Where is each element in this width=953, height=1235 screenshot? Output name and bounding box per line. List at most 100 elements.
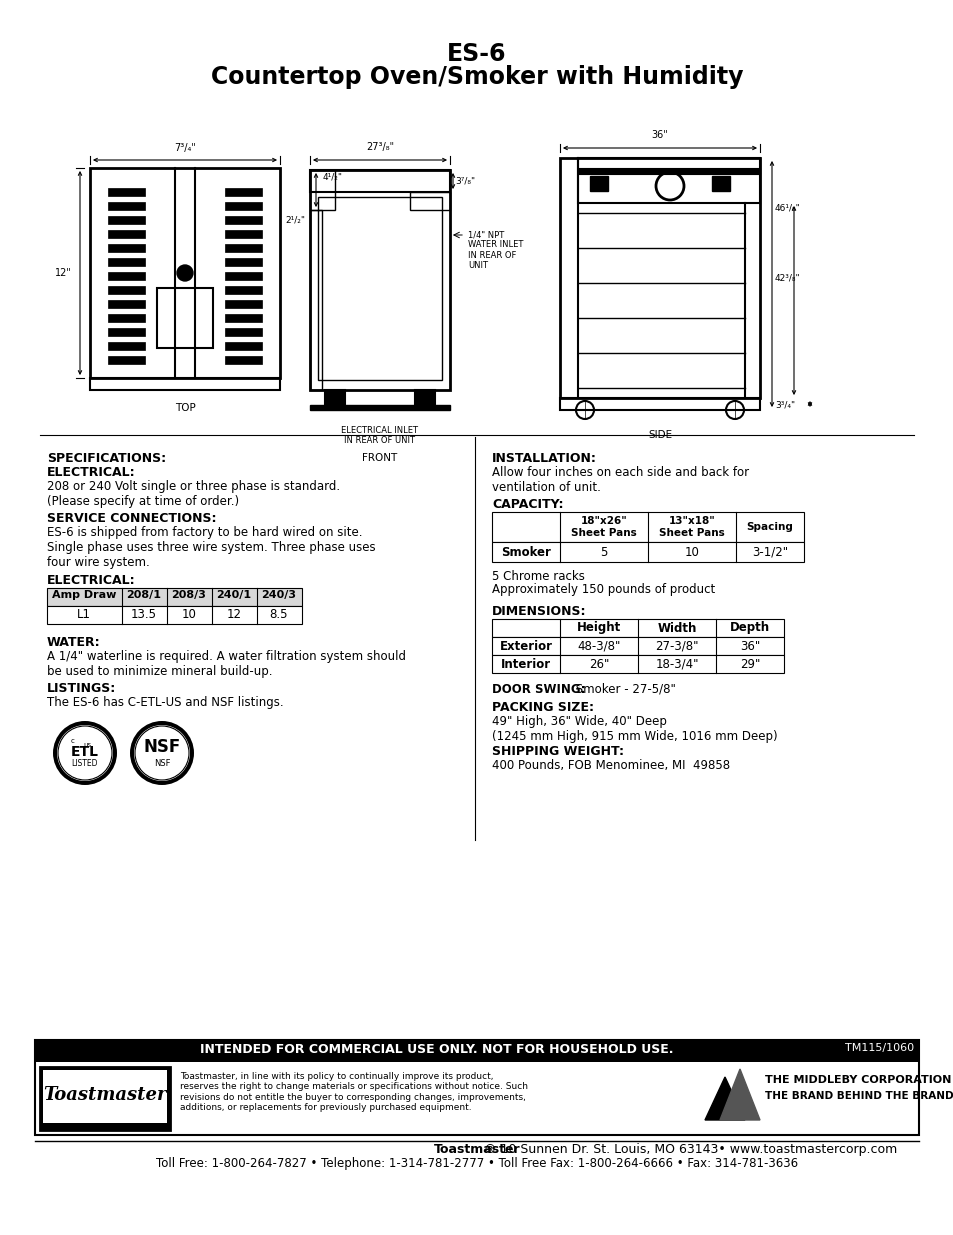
Text: SPECIFICATIONS:: SPECIFICATIONS: <box>47 452 166 466</box>
Text: Toastmaster, in line with its policy to continually improve its product,
reserve: Toastmaster, in line with its policy to … <box>180 1072 527 1113</box>
Bar <box>108 245 145 252</box>
Text: ® 10 Sunnen Dr. St. Louis, MO 63143• www.toastmastercorp.com: ® 10 Sunnen Dr. St. Louis, MO 63143• www… <box>483 1144 897 1156</box>
Bar <box>578 168 760 174</box>
Bar <box>40 1067 170 1130</box>
Text: ELECTRICAL:: ELECTRICAL: <box>47 466 135 479</box>
Text: TOP: TOP <box>174 403 195 412</box>
Text: 12": 12" <box>55 268 71 278</box>
Bar <box>35 1040 918 1062</box>
Text: 10: 10 <box>181 608 196 621</box>
Circle shape <box>57 725 112 781</box>
Text: Spacing: Spacing <box>746 522 793 532</box>
Bar <box>492 542 803 562</box>
Bar <box>225 230 262 238</box>
Text: 12: 12 <box>226 608 241 621</box>
Text: Smoker: Smoker <box>500 546 551 558</box>
Text: FRONT: FRONT <box>362 453 397 463</box>
Text: DOOR SWING:: DOOR SWING: <box>492 683 585 697</box>
Text: 36": 36" <box>740 640 760 652</box>
Text: ELECTRICAL INLET
IN REAR OF UNIT: ELECTRICAL INLET IN REAR OF UNIT <box>341 426 418 446</box>
Text: CAPACITY:: CAPACITY: <box>492 498 563 511</box>
Text: Toll Free: 1-800-264-7827 • Telephone: 1-314-781-2777 • Toll Free Fax: 1-800-264: Toll Free: 1-800-264-7827 • Telephone: 1… <box>155 1157 798 1170</box>
Text: SERVICE CONNECTIONS:: SERVICE CONNECTIONS: <box>47 513 216 525</box>
Bar <box>225 300 262 308</box>
Text: Countertop Oven/Smoker with Humidity: Countertop Oven/Smoker with Humidity <box>211 65 742 89</box>
Text: 27³/₈": 27³/₈" <box>366 142 394 152</box>
Text: Width: Width <box>657 621 696 635</box>
Text: 5: 5 <box>599 546 607 558</box>
Circle shape <box>53 721 117 785</box>
Text: TM115/1060: TM115/1060 <box>844 1044 913 1053</box>
Bar <box>225 287 262 294</box>
Text: 7³/₄": 7³/₄" <box>173 143 195 153</box>
Bar <box>317 198 441 380</box>
Bar <box>108 203 145 210</box>
Bar <box>225 272 262 280</box>
Text: WATER:: WATER: <box>47 636 100 650</box>
Text: Interior: Interior <box>500 657 551 671</box>
Text: NSF: NSF <box>143 739 180 756</box>
Bar <box>225 342 262 350</box>
Text: Amp Draw: Amp Draw <box>51 590 116 600</box>
Bar <box>559 158 760 398</box>
Bar <box>108 356 145 364</box>
Text: INTENDED FOR COMMERCIAL USE ONLY. NOT FOR HOUSEHOLD USE.: INTENDED FOR COMMERCIAL USE ONLY. NOT FO… <box>200 1044 673 1056</box>
Text: 5 Chrome racks: 5 Chrome racks <box>492 571 584 583</box>
Bar <box>108 216 145 224</box>
Text: ES-6: ES-6 <box>447 42 506 65</box>
Bar <box>108 287 145 294</box>
Text: DIMENSIONS:: DIMENSIONS: <box>492 605 586 618</box>
Text: Height: Height <box>577 621 620 635</box>
Text: SHIPPING WEIGHT:: SHIPPING WEIGHT: <box>492 745 623 758</box>
Text: PACKING SIZE:: PACKING SIZE: <box>492 701 594 714</box>
Bar <box>492 513 803 542</box>
Bar <box>108 300 145 308</box>
Bar <box>492 637 783 655</box>
Text: ETL: ETL <box>71 745 99 760</box>
Circle shape <box>177 266 193 282</box>
Text: 26": 26" <box>588 657 609 671</box>
Bar <box>43 1070 167 1123</box>
Text: 18-3/4": 18-3/4" <box>655 657 698 671</box>
Circle shape <box>130 721 193 785</box>
Bar <box>225 314 262 322</box>
Text: 27-3/8": 27-3/8" <box>655 640 698 652</box>
Polygon shape <box>720 1070 760 1120</box>
Text: 3⁷/₈": 3⁷/₈" <box>455 177 475 185</box>
Bar <box>225 245 262 252</box>
Text: LISTINGS:: LISTINGS: <box>47 682 116 695</box>
Bar <box>90 378 280 390</box>
Bar <box>108 230 145 238</box>
Text: 13.5: 13.5 <box>131 608 157 621</box>
Text: Allow four inches on each side and back for
ventilation of unit.: Allow four inches on each side and back … <box>492 466 748 494</box>
Text: 42³/₈": 42³/₈" <box>774 273 800 283</box>
Bar <box>578 158 760 203</box>
Bar <box>157 288 213 348</box>
Text: 208 or 240 Volt single or three phase is standard.
(Please specify at time of or: 208 or 240 Volt single or three phase is… <box>47 480 340 508</box>
Bar <box>415 390 435 408</box>
Text: 8.5: 8.5 <box>270 608 288 621</box>
Text: Exterior: Exterior <box>499 640 552 652</box>
Bar <box>711 177 729 191</box>
Text: The ES-6 has C-ETL-US and NSF listings.: The ES-6 has C-ETL-US and NSF listings. <box>47 697 283 709</box>
Text: 18"x26"
Sheet Pans: 18"x26" Sheet Pans <box>571 516 637 537</box>
Text: 208/3: 208/3 <box>172 590 206 600</box>
Bar <box>492 619 783 637</box>
Text: us: us <box>83 742 91 748</box>
Polygon shape <box>704 1077 744 1120</box>
Text: 4¹/₂": 4¹/₂" <box>323 172 343 182</box>
Text: Smoker - 27-5/8": Smoker - 27-5/8" <box>572 683 675 697</box>
Bar <box>108 314 145 322</box>
Bar <box>108 329 145 336</box>
Bar <box>225 188 262 196</box>
Bar <box>589 177 607 191</box>
Text: Depth: Depth <box>729 621 769 635</box>
Text: 400 Pounds, FOB Menominee, MI  49858: 400 Pounds, FOB Menominee, MI 49858 <box>492 760 729 772</box>
Bar <box>559 398 760 410</box>
Bar <box>310 210 322 390</box>
Text: 240/3: 240/3 <box>261 590 296 600</box>
Bar <box>225 216 262 224</box>
Text: SIDE: SIDE <box>647 430 671 440</box>
Circle shape <box>133 725 190 781</box>
Bar <box>225 203 262 210</box>
